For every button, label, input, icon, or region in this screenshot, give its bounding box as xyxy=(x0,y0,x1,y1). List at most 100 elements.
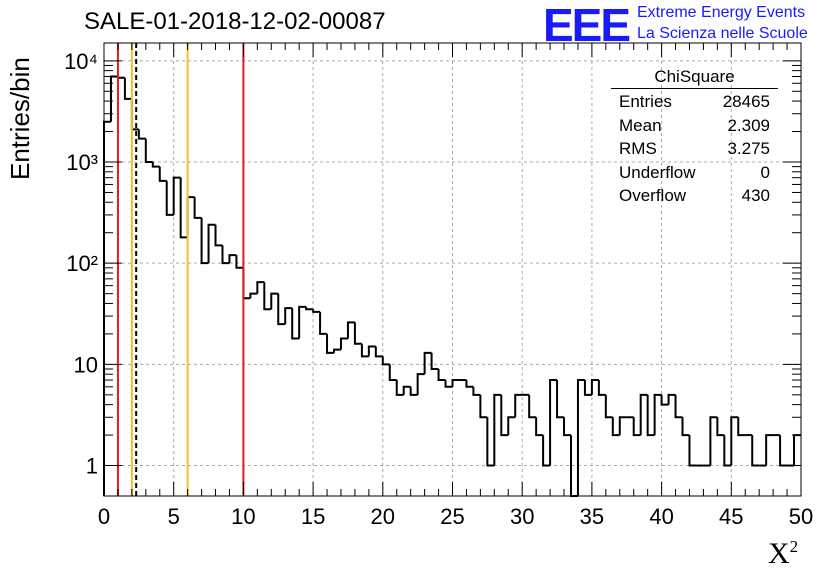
histogram-bin xyxy=(563,417,571,437)
histogram-bin xyxy=(646,394,655,437)
x-tick-label: 50 xyxy=(789,504,813,529)
stats-value: 2.309 xyxy=(727,115,770,135)
histogram-bin xyxy=(723,435,732,467)
histogram-bin xyxy=(779,435,788,467)
histogram-bin xyxy=(737,417,746,437)
x-tick-label: 0 xyxy=(98,504,110,529)
histogram-bin xyxy=(409,386,418,396)
histogram-bin xyxy=(611,417,620,437)
histogram-bin xyxy=(256,281,265,294)
histogram-bin xyxy=(228,254,237,264)
histogram-bin xyxy=(632,417,641,437)
histogram-bin xyxy=(793,434,801,466)
histogram-bin xyxy=(451,379,460,387)
x-tick-label: 35 xyxy=(580,504,604,529)
histogram-bin xyxy=(500,394,509,437)
histogram-bin xyxy=(688,435,697,467)
y-tick-label: 10² xyxy=(66,251,98,276)
histogram-bin xyxy=(326,333,335,354)
stats-value: 430 xyxy=(741,186,770,206)
stats-box: ChiSquare Entries 28465 Mean 2.309 RMS 3.27… xyxy=(611,67,778,208)
x-tick-label: 20 xyxy=(371,504,395,529)
histogram-bin xyxy=(221,245,230,265)
histogram-bin xyxy=(333,348,341,353)
histogram-bin xyxy=(214,224,223,247)
histogram-bin xyxy=(395,380,404,396)
y-tick-label: 1 xyxy=(86,454,98,479)
x-axis-label: X2 xyxy=(768,537,799,570)
histogram-bin xyxy=(486,417,495,467)
histogram-bin xyxy=(367,345,376,357)
histogram-bin xyxy=(604,394,613,419)
x-tick-label: 45 xyxy=(719,504,743,529)
histogram-bin xyxy=(388,364,397,382)
histogram-bin xyxy=(667,393,676,405)
histogram-bin xyxy=(528,394,537,419)
histogram-bin xyxy=(709,416,718,466)
stats-row-underflow: Underflow 0 xyxy=(611,161,778,185)
stats-row-mean: Mean 2.309 xyxy=(611,114,778,138)
histogram-bin xyxy=(639,393,648,436)
histogram-bin xyxy=(535,417,544,437)
stats-row-overflow: Overflow 430 xyxy=(611,184,778,208)
stats-label: Overflow xyxy=(619,186,687,206)
x-tick-label: 40 xyxy=(649,504,673,529)
histogram-bin xyxy=(730,416,739,466)
histogram-bin xyxy=(674,394,683,419)
histogram-bin xyxy=(430,352,439,370)
histogram-bin xyxy=(444,380,453,388)
histogram-bin xyxy=(472,386,481,396)
histogram-bin xyxy=(493,393,502,466)
histogram-bin xyxy=(590,379,599,395)
histogram-bin xyxy=(137,129,146,140)
histogram-bin xyxy=(291,308,300,340)
stats-label: Entries xyxy=(619,92,672,111)
histogram-bin xyxy=(179,177,188,239)
org-line-1: Extreme Energy Events xyxy=(637,4,806,21)
histogram-bin xyxy=(158,166,167,182)
stats-row-entries: Entries 28465 xyxy=(611,90,778,114)
histogram-bin xyxy=(437,368,446,382)
histogram-bin xyxy=(542,435,551,467)
histogram-bin xyxy=(284,307,293,325)
histogram-bin xyxy=(200,217,209,265)
stats-label: RMS xyxy=(619,139,657,159)
histogram-bin xyxy=(507,416,516,436)
histogram-bin xyxy=(597,380,606,396)
histogram-bin xyxy=(235,255,244,269)
histogram-bin xyxy=(249,292,258,299)
histogram-bin xyxy=(360,343,369,358)
histogram-bin xyxy=(339,337,348,350)
histogram-bin xyxy=(186,196,195,238)
x-tick-label: 15 xyxy=(301,504,325,529)
histogram-bin xyxy=(353,322,362,345)
histogram-bin xyxy=(319,311,328,335)
histogram-bin xyxy=(263,282,272,311)
histogram-bin xyxy=(277,293,286,326)
stats-value: 0 xyxy=(760,162,770,182)
x-tick-label: 10 xyxy=(231,504,255,529)
histogram-bin xyxy=(556,380,565,419)
histogram-bin xyxy=(374,346,383,358)
x-tick-label: 25 xyxy=(440,504,464,529)
eee-logo: EEE xyxy=(543,0,631,51)
stats-row-rms: RMS 3.275 xyxy=(611,137,778,161)
histogram-bin xyxy=(765,434,774,466)
histogram-bin xyxy=(172,176,181,215)
stats-label: Underflow xyxy=(619,162,696,182)
histogram-bin xyxy=(423,351,432,375)
histogram-bin xyxy=(576,379,585,496)
histogram-bin xyxy=(298,305,307,339)
histogram-bin xyxy=(381,356,390,366)
histogram-bin xyxy=(681,417,690,437)
y-axis-label: Entries/bin xyxy=(5,57,35,180)
stats-value: 3.275 xyxy=(727,139,770,159)
histogram-bin xyxy=(465,380,474,388)
y-tick-label: 10³ xyxy=(66,150,98,175)
org-line-2: La Scienza nelle Scuole xyxy=(637,25,808,42)
x-tick-label: 5 xyxy=(168,504,180,529)
histogram-bin xyxy=(242,267,251,300)
y-tick-label: 10 xyxy=(74,352,98,377)
histogram-bin xyxy=(618,416,627,436)
